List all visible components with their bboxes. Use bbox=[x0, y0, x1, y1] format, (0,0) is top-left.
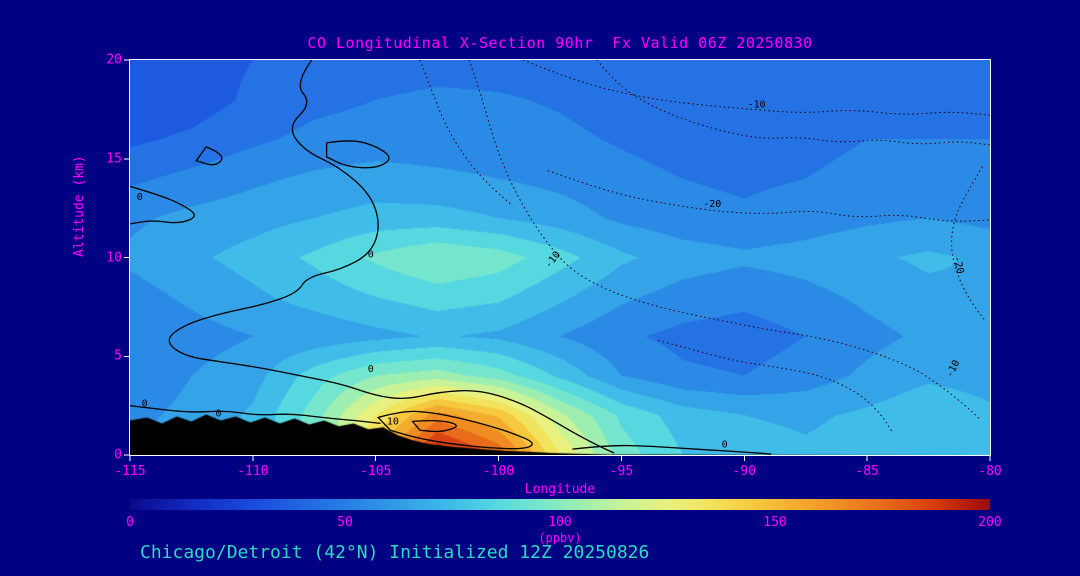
solid-contour-line bbox=[376, 410, 533, 450]
solid-contour-line bbox=[168, 60, 615, 454]
contour-label: 10 bbox=[387, 416, 399, 427]
colorbar-tick-label: 0 bbox=[126, 515, 134, 530]
solid-contour-line bbox=[130, 404, 381, 425]
x-tick-label: -110 bbox=[237, 464, 269, 479]
y-tick-label: 10 bbox=[106, 250, 122, 265]
contour-label: 0 bbox=[215, 409, 221, 420]
solid-contour-line bbox=[325, 140, 390, 169]
y-tick-label: 15 bbox=[106, 151, 122, 167]
colorbar-label: (ppbv) bbox=[538, 531, 582, 545]
x-tick-label: -105 bbox=[360, 464, 392, 479]
solid-contour-line bbox=[195, 146, 223, 166]
solid-contour-line bbox=[130, 185, 195, 225]
plot-title: CO Longitudinal X-Section 90hr Fx Valid … bbox=[307, 34, 813, 52]
x-tick-label: -100 bbox=[482, 464, 515, 479]
contour-label: -20 bbox=[703, 199, 721, 210]
contour-label: -10 bbox=[748, 99, 766, 110]
x-axis-label: Longitude bbox=[524, 482, 596, 497]
filled-contour-field bbox=[130, 60, 990, 455]
solid-contour-line bbox=[411, 419, 457, 433]
dotted-contour-line bbox=[547, 170, 990, 222]
x-tick-label: -85 bbox=[855, 464, 879, 479]
colorbar-tick-label: 200 bbox=[978, 515, 1002, 530]
x-tick-label: -115 bbox=[114, 464, 146, 479]
solid-contour-line bbox=[572, 444, 772, 455]
y-tick-label: 20 bbox=[106, 52, 122, 68]
y-tick-label: 5 bbox=[114, 348, 122, 364]
contour-label: 0 bbox=[142, 399, 148, 410]
init-annotation: Chicago/Detroit (42°N) Initialized 12Z 2… bbox=[140, 542, 650, 563]
y-tick-label: 0 bbox=[114, 447, 122, 463]
dotted-contour-line bbox=[951, 166, 986, 321]
contour-label: 0 bbox=[368, 364, 374, 375]
contour-label: -20 bbox=[951, 255, 966, 275]
colorbar bbox=[130, 499, 990, 510]
contour-label: 0 bbox=[137, 192, 143, 203]
colorbar-tick-label: 150 bbox=[763, 515, 787, 530]
x-tick-label: -90 bbox=[732, 464, 757, 479]
contour-label: 0 bbox=[722, 440, 728, 451]
x-tick-label: -80 bbox=[978, 464, 1002, 479]
colorbar-tick-label: 100 bbox=[548, 515, 572, 530]
colorbar-tick-label: 50 bbox=[337, 515, 353, 530]
contour-label: 0 bbox=[368, 250, 374, 261]
x-tick-label: -95 bbox=[609, 464, 634, 479]
